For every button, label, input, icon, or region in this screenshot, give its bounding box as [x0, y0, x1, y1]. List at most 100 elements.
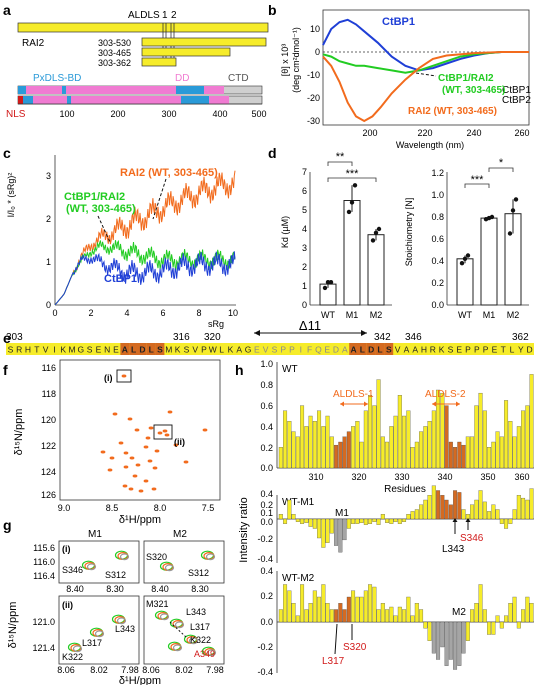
d-n-point-m2-2 [513, 197, 519, 202]
h-m1-bar-342 [440, 495, 445, 520]
motif-number-1: 1 [162, 10, 168, 21]
residue-346: S [386, 345, 392, 355]
h-wt-bar-337 [419, 431, 424, 469]
h-wt-bar-345 [453, 447, 458, 469]
h-m1-bar-315 [325, 518, 330, 543]
g-xlabel: δ¹H/ppm [119, 675, 161, 685]
h-xtick-360: 360 [514, 472, 529, 482]
h-m1-bar-361 [521, 497, 526, 520]
h-wt-bar-306 [287, 421, 292, 469]
h-wt-bar-343 [444, 405, 449, 469]
h-wt-bar-324 [363, 410, 368, 469]
h-m2-bar-358 [508, 603, 513, 623]
h-m2-bar-322 [355, 596, 360, 623]
panel-g: g M1 M2 (i) 115.6 116.0 116.4 8.40 8.30 … [3, 517, 225, 685]
h-m1-bar-336 [414, 509, 419, 520]
h-wt-bar-330 [389, 426, 394, 469]
residue-353: S [448, 345, 454, 355]
g-contour-11-2 [206, 649, 217, 657]
d-right-cat-m2: M2 [507, 310, 520, 320]
nls-label: NLS [6, 109, 26, 120]
h-wt-bar-355 [495, 431, 500, 469]
h-m1-bar-306 [287, 499, 292, 520]
f-box-ii [153, 424, 173, 440]
h-wt-bar-307 [291, 431, 296, 469]
h-m1-bar-327 [376, 518, 381, 525]
ctbp2-domain-bar [17, 95, 263, 105]
h-m1-bar-319 [342, 518, 347, 541]
h-wt-bar-325 [368, 395, 373, 469]
residue-334: P [280, 345, 286, 355]
f-peak-20 [132, 474, 138, 478]
residue-317: L [131, 345, 136, 355]
d-kd-bar-m1 [343, 200, 361, 306]
b-ytick-m20: -20 [307, 93, 320, 103]
h-m1-bar-304 [278, 514, 283, 520]
a-axis-ticks: 100 200 300 400 500 [59, 109, 266, 119]
h-wt-bar-304 [278, 447, 283, 469]
panel-label-e: e [3, 330, 11, 346]
g-contour-0-2 [86, 563, 97, 571]
c-label-rai2: RAI2 (WT, 303-465) [120, 167, 218, 179]
h-wt-bar-314 [321, 426, 326, 469]
c-xtick-6: 6 [160, 308, 165, 318]
b-ytick-m10: -10 [307, 70, 320, 80]
c-ytick-3: 3 [46, 171, 51, 181]
h-m2-bar-338 [423, 621, 428, 629]
h-m1-bar-314 [321, 518, 326, 548]
b-xtick-240: 240 [466, 128, 481, 138]
h-m2-bar-348 [465, 621, 470, 641]
h-wt-bar-351 [478, 392, 483, 469]
h-wt-bar-319 [342, 436, 347, 469]
sequence-highlight-13 [120, 343, 130, 355]
residue-316: A [122, 345, 128, 355]
h-m1-bar-307 [291, 514, 296, 520]
g-contour-3-2 [205, 553, 216, 561]
g-ii-m2-frame [143, 595, 225, 665]
residue-320: S [157, 345, 163, 355]
h-m1-bar-340 [431, 485, 436, 520]
c-xtick-10: 10 [228, 308, 238, 318]
residue-329: A [236, 345, 242, 355]
g-ii-m2-l317: L317 [190, 622, 210, 632]
h-m1-ytick-04: 0.4 [260, 489, 273, 499]
panel-label-b: b [268, 2, 277, 18]
residue-356: P [474, 345, 480, 355]
h-m2-bar-359 [512, 596, 517, 623]
f-peak-10 [123, 451, 129, 455]
residue-357: P [483, 345, 489, 355]
residue-344: D [368, 345, 374, 355]
d-kd-tick-7: 7 [302, 167, 307, 177]
d-n-tick-4: 0.8 [431, 212, 444, 222]
h-m2-bar-339 [427, 621, 432, 641]
f-peak-24 [138, 489, 144, 493]
d-kd-tick-3: 3 [302, 243, 307, 253]
h-wt-bar-332 [397, 395, 402, 469]
f-xtick-85: 8.5 [106, 503, 119, 513]
b-legend-complex-1: CtBP1/RAI2 [438, 73, 494, 84]
h-wt-bar-356 [499, 436, 504, 469]
g-ii-m2-a349: A349 [194, 649, 215, 659]
ctbp1-domain-bar [17, 85, 263, 95]
h-wt-bar-335 [410, 447, 415, 469]
h-wt-bar-344 [448, 441, 453, 469]
h-m2-bar-356 [499, 621, 504, 629]
h-m2-ytick-m02: -0.2 [257, 642, 273, 652]
marker-320: 320 [204, 332, 221, 343]
g-bot-xtick-m2-1: 8.02 [175, 665, 193, 675]
h-m1-ytick-01: 0.1 [260, 508, 273, 518]
residue-337: F [307, 345, 312, 355]
b-xtick-260: 260 [514, 128, 529, 138]
d-right-bars [456, 197, 522, 306]
f-peak-19 [107, 468, 113, 472]
h-m1-bar-325 [368, 518, 373, 524]
residue-358: E [492, 345, 498, 355]
motif-number-2: 2 [171, 10, 177, 21]
h-m1-bar-354 [491, 504, 496, 520]
a-tick-500: 500 [251, 109, 266, 119]
h-m1-bar-321 [351, 518, 356, 524]
g-top-xtick-m1-1: 8.30 [106, 584, 124, 594]
f-peak-25 [151, 487, 157, 491]
c-label-ctbp1: CtBP1 [104, 273, 137, 285]
f-peak-11 [154, 449, 160, 453]
